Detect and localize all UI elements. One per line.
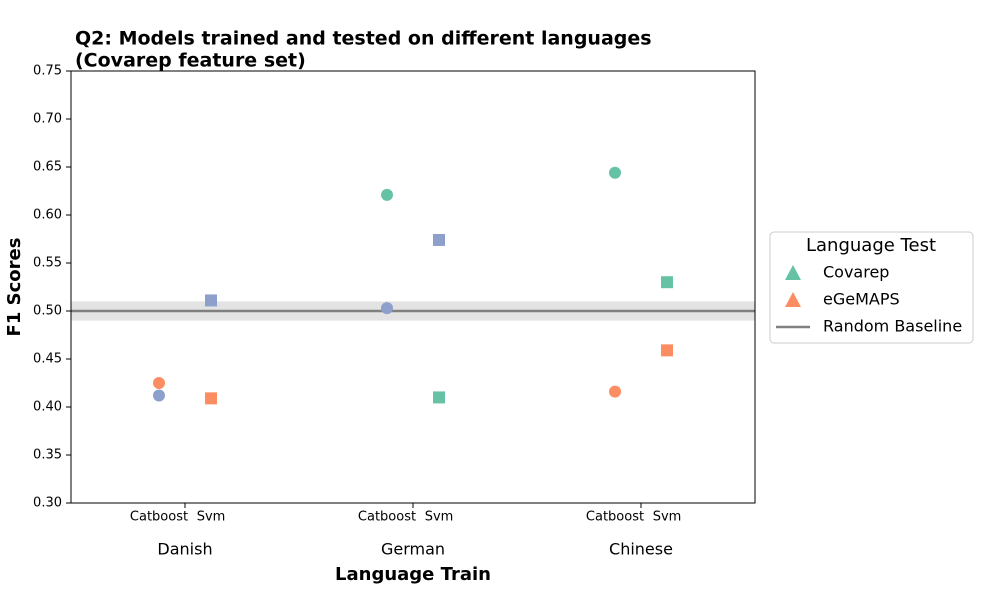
x-category-label: German [381, 540, 445, 559]
legend-marker [785, 292, 801, 307]
y-tick-label: 0.65 [33, 160, 62, 175]
point [205, 392, 217, 405]
point [433, 391, 445, 404]
y-tick-label: 0.70 [33, 112, 62, 127]
point [609, 166, 621, 179]
point [433, 233, 445, 246]
point [381, 188, 393, 201]
point [609, 385, 621, 398]
legend-title: Language Test [806, 235, 936, 256]
point [205, 294, 217, 307]
x-subcategory-label: Catboost [358, 510, 416, 525]
y-tick-label: 0.55 [33, 256, 62, 271]
x-subcategory-label: Svm [425, 510, 454, 525]
y-tick-label: 0.75 [33, 64, 62, 79]
x-subcategory-label: Catboost [586, 510, 644, 525]
x-axis-label: Language Train [335, 564, 491, 585]
legend-label: Covarep [823, 263, 889, 282]
plot-frame [70, 70, 756, 504]
y-tick-label: 0.30 [33, 496, 62, 511]
point [661, 344, 673, 357]
chart-title: Q2: Models trained and tested on differe… [75, 28, 652, 50]
legend-marker [785, 265, 801, 280]
legend-label: Random Baseline [823, 317, 962, 336]
x-subcategory-label: Catboost [130, 510, 188, 525]
y-tick-label: 0.60 [33, 208, 62, 223]
x-category-label: Chinese [609, 540, 673, 559]
legend-box [769, 231, 974, 344]
point [153, 377, 165, 389]
y-tick-label: 0.50 [33, 304, 62, 319]
point [153, 389, 165, 402]
legend-label: eGeMAPS [823, 290, 900, 309]
x-subcategory-label: Svm [197, 510, 226, 525]
y-tick-label: 0.35 [33, 448, 62, 463]
y-tick-label: 0.45 [33, 352, 62, 367]
x-subcategory-label: Svm [653, 510, 682, 525]
y-tick-label: 0.40 [33, 400, 62, 415]
x-category-label: Danish [157, 540, 212, 559]
point [661, 276, 673, 289]
point [381, 302, 393, 315]
y-axis-label: F1 Scores [4, 238, 25, 337]
chart-title: (Covarep feature set) [75, 50, 306, 72]
